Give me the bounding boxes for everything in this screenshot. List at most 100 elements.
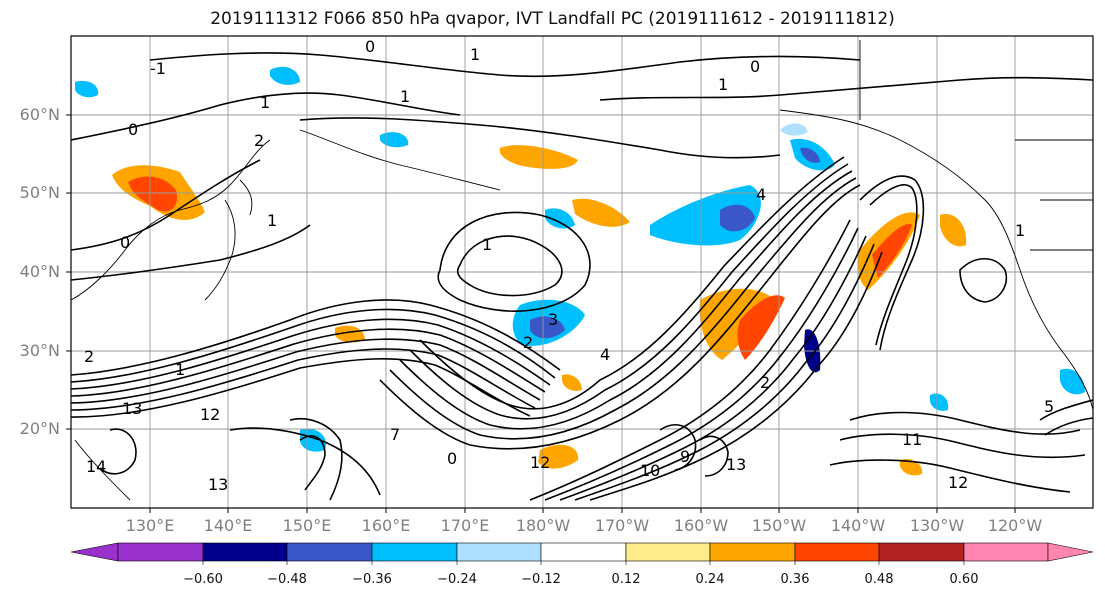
lon-label: 160°E [361, 516, 411, 535]
lat-label-40n: 40°N [19, 262, 60, 281]
shade-negative-core [720, 204, 755, 232]
lat-label-20n: 20°N [19, 419, 60, 438]
shade-negative-core [800, 147, 820, 163]
contour-label: 4 [600, 345, 610, 364]
lon-label: 140°W [830, 516, 886, 535]
colorbar-segment [286, 542, 373, 562]
colorbar-tick-label: 0.48 [864, 572, 894, 587]
shade-negative [780, 123, 808, 136]
contour-label: 1 [482, 235, 492, 254]
shade-positive-core [737, 295, 785, 360]
axis-ticks [66, 114, 1016, 513]
shade-positive [335, 325, 365, 343]
shade-negative [930, 393, 949, 411]
qvapor-shading [75, 66, 1085, 476]
contour-label: 14 [86, 457, 106, 476]
contour-label: 1 [718, 75, 728, 94]
shade-positive [572, 198, 630, 227]
contour-label: 12 [530, 453, 550, 472]
contour-label: 2 [254, 131, 264, 150]
contour-label: 1 [260, 93, 270, 112]
lon-label: 180°W [515, 516, 571, 535]
lat-label-60n: 60°N [19, 105, 60, 124]
lat-label-30n: 30°N [19, 341, 60, 360]
contour-label: -1 [150, 59, 166, 78]
shade-negative [75, 80, 99, 98]
shade-positive [538, 444, 579, 469]
coastlines [71, 40, 1093, 501]
colorbar-segment [709, 542, 796, 562]
contour-label: 13 [726, 455, 746, 474]
shade-negative [380, 132, 409, 148]
map-area: 0 0 1 1 1 2 1 1 0 0 -1 1 1 2 3 4 4 13 12… [71, 36, 1093, 508]
contour-label: 0 [447, 449, 457, 468]
contour-label: 13 [122, 399, 142, 418]
shade-positive [499, 145, 578, 169]
contour-label: 1 [470, 45, 480, 64]
contour-label: 1 [1015, 221, 1025, 240]
lon-label: 160°W [673, 516, 729, 535]
lon-label: 170°W [594, 516, 650, 535]
colorbar-segment [794, 542, 880, 562]
contour-label: 1 [267, 211, 277, 230]
lon-label: 150°E [282, 516, 332, 535]
contour-label: 0 [750, 57, 760, 76]
colorbar-extend-low [70, 542, 119, 562]
colorbar-segment [625, 542, 711, 562]
contour-label: 1 [175, 360, 185, 379]
contour-label: 11 [902, 430, 922, 449]
colorbar-segment [202, 542, 288, 562]
figure-title: 2019111312 F066 850 hPa qvapor, IVT Land… [210, 9, 895, 29]
lon-label: 120°W [987, 516, 1043, 535]
colorbar-tick-label: −0.12 [521, 572, 561, 587]
contour-label: 12 [948, 473, 968, 492]
shade-positive [940, 214, 967, 247]
contour-label: 9 [680, 447, 690, 466]
shade-negative [545, 208, 575, 229]
colorbar-tick-label: 0.24 [695, 572, 725, 587]
contour-label: 2 [760, 373, 770, 392]
shade-positive [562, 374, 582, 391]
shade-positive-core [872, 224, 912, 278]
lon-label: 130°W [909, 516, 965, 535]
lon-label: 150°W [751, 516, 807, 535]
contour-label: 0 [128, 120, 138, 139]
colorbar-tick-label: −0.36 [352, 572, 392, 587]
shade-positive-core [128, 176, 178, 212]
shade-negative [270, 66, 300, 85]
contour-label: 3 [548, 310, 558, 329]
colorbar-tick-label: 0.36 [780, 572, 810, 587]
contour-label: 4 [756, 185, 766, 204]
lon-label: 170°E [440, 516, 490, 535]
contour-label-group: 0 0 1 1 1 2 1 1 0 0 -1 1 1 2 3 4 4 13 12… [84, 37, 1054, 494]
contour-label: 1 [400, 87, 410, 106]
colorbar-segment [963, 542, 1049, 562]
contour-label: 0 [365, 37, 375, 56]
colorbar-tick-label: −0.48 [267, 572, 307, 587]
contour-label: 2 [523, 333, 533, 352]
colorbar-segment [878, 542, 965, 562]
colorbar-tick-label: −0.24 [437, 572, 477, 587]
colorbar-segment [117, 542, 204, 562]
contour-label: 0 [120, 233, 130, 252]
lon-label: 140°E [203, 516, 253, 535]
contour-label: 7 [390, 425, 400, 444]
lat-label-50n: 50°N [19, 183, 60, 202]
colorbar [70, 542, 1094, 565]
colorbar-segment [456, 542, 542, 562]
shade-negative [300, 428, 326, 452]
colorbar-extend-high [1047, 542, 1094, 562]
ivt-contours [71, 52, 1093, 501]
shade-positive [900, 458, 923, 476]
colorbar-tick-label: 0.12 [611, 572, 641, 587]
contour-label: 13 [208, 475, 228, 494]
lon-label: 130°E [125, 516, 175, 535]
colorbar-tick-label: −0.60 [183, 572, 223, 587]
colorbar-tick-label: 0.60 [949, 572, 979, 587]
shade-negative-core [530, 316, 565, 339]
colorbar-segment [540, 542, 627, 562]
contour-label: 10 [640, 461, 660, 480]
contour-label: 2 [84, 347, 94, 366]
